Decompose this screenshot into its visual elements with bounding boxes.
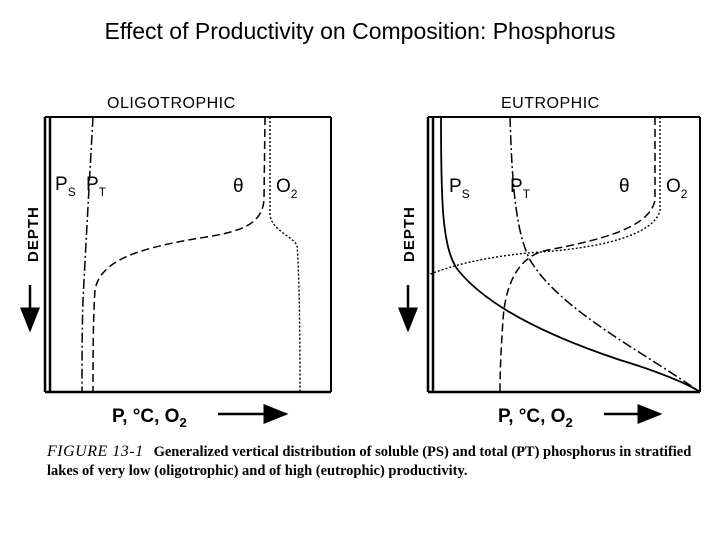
eutrophic-theta-label: θ — [619, 176, 630, 197]
eutrophic-ps-label: PS — [449, 176, 470, 201]
eutrophic-depth-label: DEPTH — [401, 206, 418, 262]
eutrophic-panel: EUTROPHIC DEPTH PS PT θ O2 P, °C, — [398, 95, 701, 430]
figure-caption-text: Generalized vertical distribution of sol… — [47, 444, 692, 479]
eutrophic-pt-curve — [509, 116, 701, 393]
eutrophic-o2-curve — [427, 117, 661, 276]
eutrophic-title: EUTROPHIC — [501, 95, 600, 112]
oligotrophic-x-axis-label: P, °C, O2 — [112, 406, 187, 430]
oligotrophic-theta-curve — [92, 116, 266, 393]
oligotrophic-theta-label: θ — [233, 176, 244, 197]
eutrophic-theta-curve — [499, 117, 656, 393]
oligotrophic-title: OLIGOTROPHIC — [107, 95, 236, 112]
oligotrophic-depth-label: DEPTH — [25, 206, 42, 262]
eutrophic-x-axis-label: P, °C, O2 — [498, 406, 573, 430]
eutrophic-pt-label: PT — [510, 176, 531, 201]
oligotrophic-pt-curve — [81, 116, 94, 393]
slide-title: Effect of Productivity on Composition: P… — [104, 18, 616, 44]
oligotrophic-pt-label: PT — [86, 174, 107, 199]
oligotrophic-ps-label: PS — [55, 174, 76, 199]
oligotrophic-o2-curve — [269, 117, 301, 393]
eutrophic-ps-curve — [440, 116, 701, 393]
oligotrophic-frame — [43, 116, 332, 394]
oligotrophic-panel: OLIGOTROPHIC DEPTH PS PT θ O2 P, °C, O — [20, 95, 332, 430]
oligotrophic-o2-label: O2 — [276, 176, 298, 201]
eutrophic-frame — [426, 116, 701, 394]
eutrophic-o2-label: O2 — [666, 176, 688, 201]
figure-caption: FIGURE 13-1 Generalized vertical distribu… — [47, 442, 717, 481]
figure-caption-label: FIGURE 13-1 — [47, 443, 144, 460]
